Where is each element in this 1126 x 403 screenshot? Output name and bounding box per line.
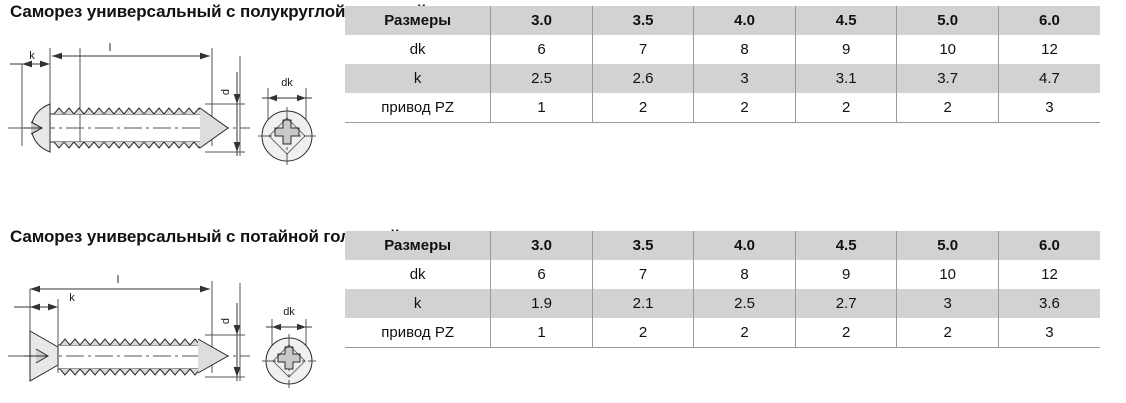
table-cell: 2.1: [591, 289, 694, 318]
table-header-row: Размеры 3.0 3.5 4.0 4.5 5.0 6.0: [345, 231, 1100, 260]
row-label: dk: [345, 35, 491, 64]
header-cell-size: 4.0: [693, 231, 796, 260]
header-cell-size: 6.0: [997, 231, 1100, 260]
table-cell: 2.5: [490, 64, 593, 93]
table-cell: 2: [591, 318, 694, 348]
section-title-countersunk-head: Саморез универсальный с потайной головко…: [10, 227, 400, 246]
table-row: dk 6 7 8 9 10 12: [345, 35, 1100, 64]
table-row: dk 6 7 8 9 10 12: [345, 260, 1100, 289]
table-row: привод PZ 1 2 2 2 2 3: [345, 93, 1100, 123]
table-row: привод PZ 1 2 2 2 2 3: [345, 318, 1100, 348]
table-header-row: Размеры 3.0 3.5 4.0 4.5 5.0 6.0: [345, 6, 1100, 35]
table-cell: 3: [693, 64, 796, 93]
table-cell: 2.7: [794, 289, 897, 318]
table-cell: 2.6: [591, 64, 694, 93]
header-cell-size: 4.5: [794, 6, 897, 35]
dim-label-l: l: [109, 42, 111, 54]
dim-label-d: d: [220, 89, 232, 95]
table-cell: 12: [997, 35, 1100, 64]
spec-table-countersunk-head: Размеры 3.0 3.5 4.0 4.5 5.0 6.0 dk 6 7 8…: [345, 231, 1100, 348]
technical-drawing-countersunk-head: l k d dk: [0, 251, 335, 396]
table-cell: 2: [591, 93, 694, 123]
table-cell: 10: [896, 260, 999, 289]
table-cell: 2: [693, 318, 796, 348]
screw-spec-section-pan-head: Саморез универсальный с полукруглой голо…: [0, 0, 1126, 201]
header-cell-size: 6.0: [997, 6, 1100, 35]
header-cell-size: 5.0: [896, 6, 999, 35]
dim-label-dk: dk: [283, 306, 295, 318]
header-cell-size: 3.5: [591, 231, 694, 260]
screw-spec-section-countersunk-head: Саморез универсальный с потайной головко…: [0, 225, 1126, 403]
spec-table-pan-head: Размеры 3.0 3.5 4.0 4.5 5.0 6.0 dk 6 7 8…: [345, 6, 1100, 123]
table-cell: 3: [896, 289, 999, 318]
table-cell: 3.6: [997, 289, 1100, 318]
technical-drawing-pan-head: k l d dk: [0, 26, 335, 171]
row-label: k: [345, 64, 491, 93]
table-cell: 8: [693, 35, 796, 64]
row-label: привод PZ: [345, 93, 491, 123]
table-cell: 9: [794, 35, 897, 64]
spec-table-wrap-pan-head: Размеры 3.0 3.5 4.0 4.5 5.0 6.0 dk 6 7 8…: [345, 6, 1100, 123]
header-cell-size: 3.5: [591, 6, 694, 35]
table-cell: 8: [693, 260, 796, 289]
table-cell: 6: [490, 260, 593, 289]
table-cell: 2: [794, 318, 897, 348]
table-cell: 3: [997, 318, 1100, 348]
table-cell: 6: [490, 35, 593, 64]
header-cell-size: 3.0: [490, 6, 593, 35]
section-title-pan-head: Саморез универсальный с полукруглой голо…: [10, 2, 427, 21]
header-cell-label: Размеры: [345, 6, 491, 35]
table-cell: 2: [693, 93, 796, 123]
table-cell: 1: [490, 318, 593, 348]
dim-label-l: l: [117, 274, 119, 286]
row-label: k: [345, 289, 491, 318]
table-cell: 2: [896, 93, 999, 123]
table-cell: 10: [896, 35, 999, 64]
header-cell-size: 4.0: [693, 6, 796, 35]
table-cell: 3.1: [794, 64, 897, 93]
table-cell: 2: [794, 93, 897, 123]
table-row: k 2.5 2.6 3 3.1 3.7 4.7: [345, 64, 1100, 93]
table-cell: 7: [591, 35, 694, 64]
dim-label-k: k: [69, 292, 75, 304]
table-cell: 4.7: [997, 64, 1100, 93]
table-cell: 12: [997, 260, 1100, 289]
row-label: dk: [345, 260, 491, 289]
header-cell-size: 4.5: [794, 231, 897, 260]
header-cell-label: Размеры: [345, 231, 491, 260]
header-cell-size: 3.0: [490, 231, 593, 260]
table-row: k 1.9 2.1 2.5 2.7 3 3.6: [345, 289, 1100, 318]
header-cell-size: 5.0: [896, 231, 999, 260]
table-cell: 7: [591, 260, 694, 289]
table-cell: 9: [794, 260, 897, 289]
table-cell: 3: [997, 93, 1100, 123]
dim-label-k: k: [29, 50, 35, 62]
spec-table-wrap-countersunk-head: Размеры 3.0 3.5 4.0 4.5 5.0 6.0 dk 6 7 8…: [345, 231, 1100, 348]
dim-label-dk: dk: [281, 77, 293, 89]
table-cell: 2: [896, 318, 999, 348]
dim-label-d: d: [220, 318, 232, 324]
table-cell: 1: [490, 93, 593, 123]
row-label: привод PZ: [345, 318, 491, 348]
table-cell: 1.9: [490, 289, 593, 318]
table-cell: 2.5: [693, 289, 796, 318]
table-cell: 3.7: [896, 64, 999, 93]
